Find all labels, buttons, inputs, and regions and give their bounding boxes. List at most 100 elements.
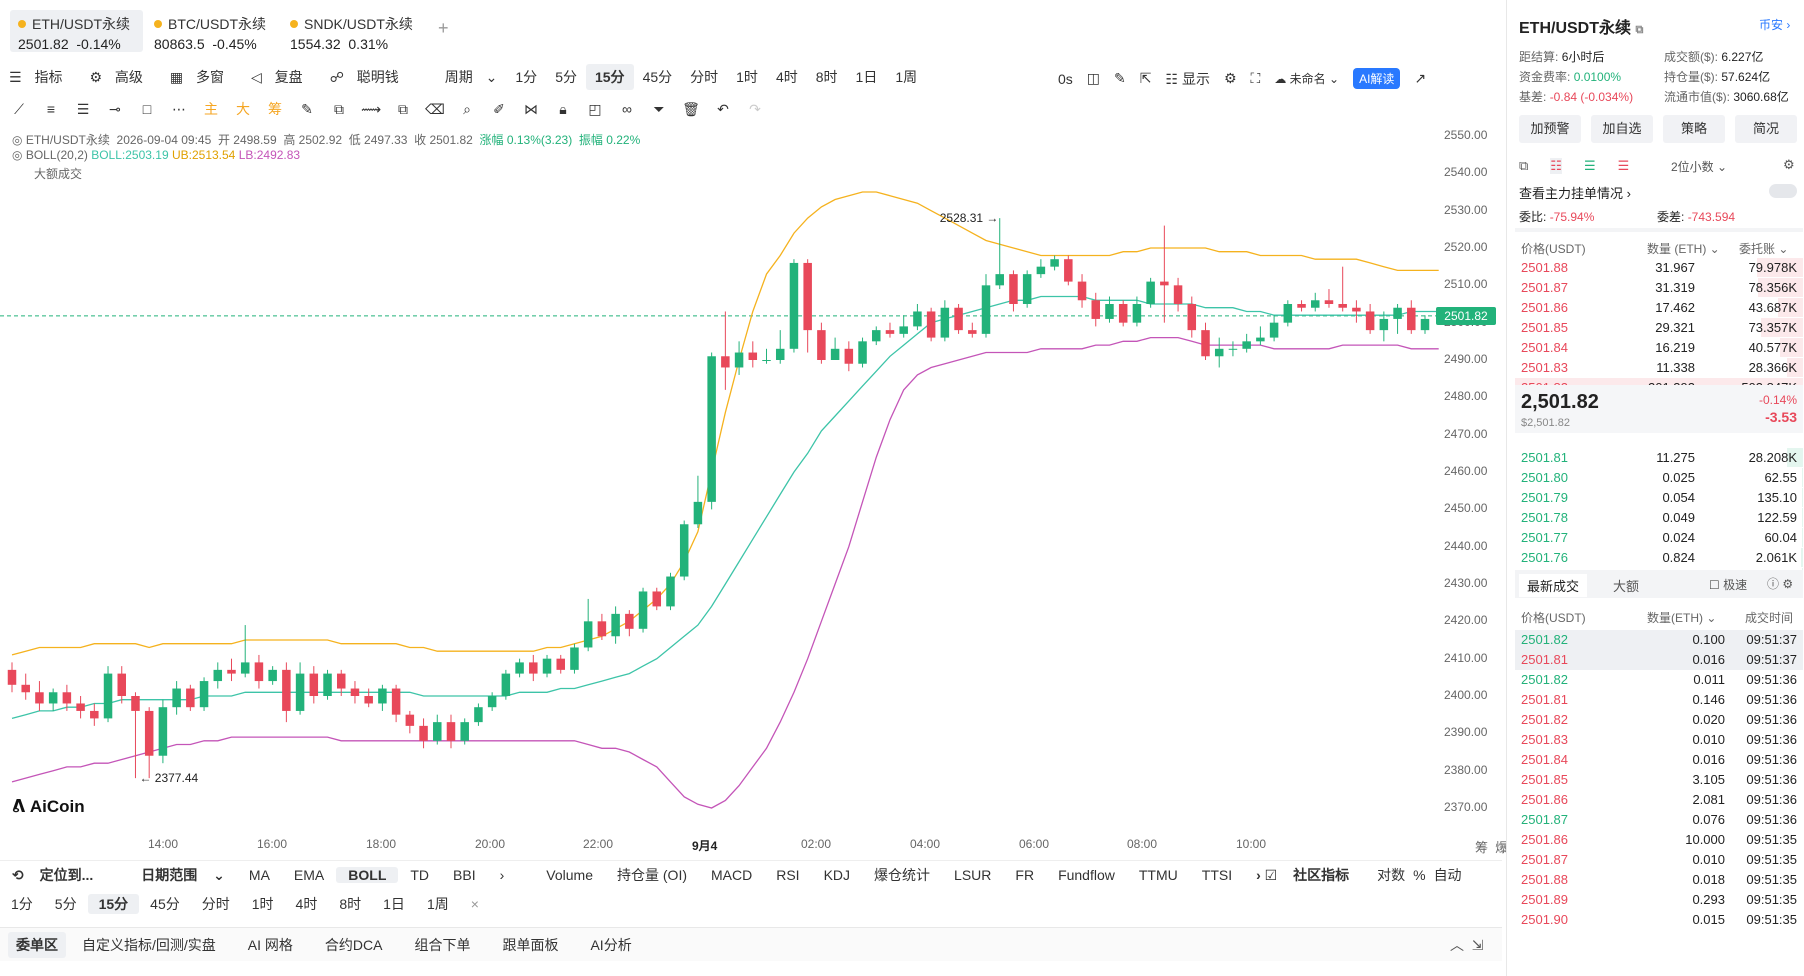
popout-icon[interactable]: ⧉ — [1635, 24, 1644, 36]
line-tool-icon[interactable]: ⟋ — [14, 100, 24, 117]
zoom-icon[interactable]: ⌕ — [463, 100, 471, 117]
tab-orders[interactable]: 委单区 — [8, 931, 66, 958]
ind-liq[interactable]: 爆仓统计 — [874, 866, 931, 883]
popout-icon[interactable]: ⧉ — [1519, 158, 1529, 173]
share-icon[interactable]: ↗ — [1414, 70, 1427, 86]
ind-ttsi[interactable]: TTSI — [1201, 866, 1233, 883]
hline-tool-icon[interactable]: ☰ — [76, 100, 90, 117]
layout-dropdown[interactable]: ☁ 未命名 ⌄ — [1274, 72, 1340, 86]
tab-combo[interactable]: 组合下单 — [414, 936, 471, 953]
period-dropdown[interactable]: 周期 ⌄ — [444, 69, 498, 85]
copy-icon[interactable]: ⧉ — [334, 100, 344, 117]
ind-fundflow[interactable]: Fundflow — [1058, 866, 1115, 883]
period2-1d[interactable]: 1日 — [383, 896, 405, 912]
main-orders-toggle[interactable] — [1769, 184, 1797, 198]
exchange-link[interactable]: 币安 › — [1759, 18, 1791, 32]
clip-icon[interactable]: ⧉ — [398, 100, 408, 117]
settings-icon[interactable]: ⚙ — [1223, 70, 1237, 86]
period-5m[interactable]: 5分 — [555, 69, 577, 85]
link-icon[interactable]: ∞ — [622, 101, 632, 117]
ind-rsi[interactable]: RSI — [776, 866, 800, 883]
main-icon[interactable]: 主 — [204, 101, 218, 117]
parallel-tool-icon[interactable]: ≡ — [46, 101, 56, 117]
period2-15m[interactable]: 15分 — [87, 894, 140, 914]
bid-row[interactable]: 2501.79 0.054 135.10 — [1515, 488, 1803, 508]
ind-td[interactable]: TD — [410, 866, 430, 883]
ask-row[interactable]: 2501.86 17.462 43.687K — [1515, 298, 1803, 318]
ob-header-qty[interactable]: 数量 (ETH) ⌄ — [1647, 242, 1720, 256]
ask-row[interactable]: 2501.88 31.967 79.978K — [1515, 258, 1803, 278]
pen-icon[interactable]: ✎ — [1114, 70, 1126, 86]
period-4h[interactable]: 4时 — [775, 69, 798, 85]
overview-button[interactable]: 简况 — [1735, 115, 1797, 143]
tab-copy[interactable]: 跟单面板 — [502, 936, 559, 953]
decimals-dropdown[interactable]: 2位小数 ⌄ — [1671, 160, 1728, 174]
camera-icon[interactable]: ◫ — [1086, 70, 1101, 86]
bid-row[interactable]: 2501.81 11.275 28.208K — [1515, 448, 1803, 468]
collapse-icon[interactable]: ︿ ⇲ — [1450, 937, 1484, 953]
ask-view-icon[interactable]: ☰ — [1617, 158, 1630, 173]
hide-icon[interactable]: ◰ — [588, 100, 602, 117]
magnet-icon[interactable]: ⋈ — [524, 100, 538, 117]
tab-ai-analysis[interactable]: AI分析 — [590, 936, 632, 953]
period-1w[interactable]: 1周 — [895, 69, 918, 85]
community-indicator-button[interactable]: › ☑ 社区指标 — [1256, 866, 1350, 883]
period2-8h[interactable]: 8时 — [339, 896, 362, 912]
bid-row[interactable]: 2501.77 0.024 60.04 — [1515, 528, 1803, 548]
display-button[interactable]: ☷ 显示 — [1165, 70, 1210, 87]
visibility-icon[interactable]: ◎ — [12, 133, 23, 147]
strategy-button[interactable]: 策略 — [1663, 115, 1725, 143]
settings-icon[interactable]: ⚙ — [1783, 157, 1795, 172]
period-1h[interactable]: 1时 — [736, 69, 758, 85]
period2-1h[interactable]: 1时 — [251, 896, 274, 912]
ind-bbi[interactable]: BBI — [453, 866, 476, 883]
ai-interpret-button[interactable]: AI解读 — [1353, 68, 1401, 89]
ind-macd[interactable]: MACD — [711, 866, 753, 883]
redo-icon[interactable]: ↷ — [749, 100, 761, 117]
lock-icon[interactable]: 🔒︎ — [559, 100, 567, 117]
period-line[interactable]: 分时 — [690, 69, 719, 85]
visibility-icon[interactable]: ◎ — [12, 148, 23, 162]
tab-sndk[interactable]: SNDK/USDT永续 1554.32 0.31% — [282, 10, 422, 52]
ask-row[interactable]: 2501.85 29.321 73.357K — [1515, 318, 1803, 338]
bid-row[interactable]: 2501.78 0.049 122.59 — [1515, 508, 1803, 528]
period-8h[interactable]: 8时 — [815, 69, 838, 85]
period2-1w[interactable]: 1周 — [426, 896, 449, 912]
path-tool-icon[interactable]: ⋯ — [172, 100, 186, 117]
add-watchlist-button[interactable]: 加自选 — [1591, 115, 1653, 143]
period2-45m[interactable]: 45分 — [150, 896, 180, 912]
ob-header-total[interactable]: 委托账 ⌄ — [1739, 242, 1789, 256]
axis-mode-label[interactable]: 筹 爆 — [1475, 840, 1509, 855]
ind-kdj[interactable]: KDJ — [823, 866, 851, 883]
date-range-button[interactable]: 日期范围 ⌄ — [141, 866, 225, 883]
trade-header-qty[interactable]: 数量(ETH) ⌄ — [1647, 611, 1717, 625]
big-icon[interactable]: 大 — [236, 101, 250, 117]
period2-line[interactable]: 分时 — [201, 896, 230, 912]
tab-btc[interactable]: BTC/USDT永续 80863.5 -0.45% — [146, 10, 279, 52]
ask-row[interactable]: 2501.87 31.319 78.356K — [1515, 278, 1803, 298]
tab-custom-indicator[interactable]: 自定义指标/回测/实盘 — [82, 936, 216, 953]
advanced-button[interactable]: ⚙ 高级 — [89, 69, 143, 85]
measure-icon[interactable]: ⟿ — [360, 100, 382, 117]
export-icon[interactable]: ⇱ — [1139, 70, 1152, 86]
brush-icon[interactable]: ✐ — [493, 100, 505, 117]
add-tab-button[interactable]: + — [438, 18, 449, 38]
ray-tool-icon[interactable]: ⊸ — [109, 100, 121, 117]
period-1m[interactable]: 1分 — [515, 69, 538, 85]
filter-icon[interactable]: ⏷ — [653, 100, 665, 117]
period2-1m[interactable]: 1分 — [11, 896, 33, 912]
ind-lsur[interactable]: LSUR — [954, 866, 992, 883]
fast-checkbox[interactable]: ☐ 极速 — [1709, 578, 1748, 592]
tab-eth[interactable]: ETH/USDT永续 2501.82 -0.14% — [10, 10, 143, 52]
tab-ai-grid[interactable]: AI 网格 — [247, 936, 293, 953]
period-45m[interactable]: 45分 — [642, 69, 673, 85]
ask-row[interactable]: 2501.84 16.219 40.577K — [1515, 338, 1803, 358]
period-15m[interactable]: 15分 — [585, 64, 634, 90]
replay-button[interactable]: ◁ 复盘 — [251, 69, 303, 85]
candlestick-chart[interactable]: 2528.31 → ← 2377.44 — [0, 125, 1440, 825]
ind-fr[interactable]: FR — [1015, 866, 1035, 883]
eraser-icon[interactable]: ⌫ — [425, 100, 445, 117]
fullscreen-icon[interactable]: ⛶ — [1250, 70, 1261, 86]
add-alert-button[interactable]: 加预警 — [1519, 115, 1581, 143]
ind-ma[interactable]: MA — [248, 866, 270, 883]
